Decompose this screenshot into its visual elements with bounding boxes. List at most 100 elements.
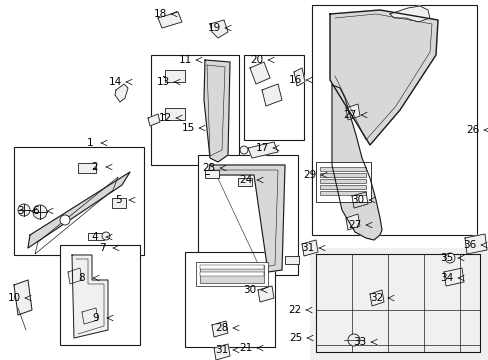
Bar	[88, 233, 104, 240]
Bar	[112, 198, 126, 208]
Text: 19: 19	[207, 23, 220, 33]
Polygon shape	[331, 85, 381, 240]
Text: 9: 9	[93, 313, 99, 323]
Polygon shape	[346, 214, 359, 230]
Text: 20: 20	[250, 55, 263, 65]
Text: 28: 28	[215, 323, 228, 333]
Text: 24: 24	[239, 175, 252, 185]
Text: 13: 13	[156, 77, 169, 87]
Text: 27: 27	[343, 110, 356, 120]
Polygon shape	[68, 268, 82, 284]
Bar	[151, 55, 239, 165]
Circle shape	[102, 232, 110, 240]
Circle shape	[18, 204, 30, 216]
Text: 26: 26	[466, 125, 479, 135]
Polygon shape	[443, 268, 463, 286]
Bar	[285, 256, 298, 264]
Text: 36: 36	[463, 240, 476, 250]
Polygon shape	[148, 114, 160, 126]
Text: 35: 35	[440, 253, 453, 263]
Bar	[204, 170, 219, 178]
Text: 2: 2	[92, 162, 98, 172]
Text: 30: 30	[351, 195, 364, 205]
Circle shape	[444, 253, 454, 263]
Circle shape	[33, 205, 47, 219]
Text: 10: 10	[7, 293, 20, 303]
Bar	[311, 5, 476, 235]
Polygon shape	[369, 290, 383, 306]
Circle shape	[60, 215, 70, 225]
Text: 14: 14	[108, 77, 122, 87]
Text: 22: 22	[288, 305, 301, 315]
Text: 32: 32	[369, 293, 383, 303]
Bar	[164, 70, 184, 82]
Text: 27: 27	[347, 220, 361, 230]
Polygon shape	[351, 192, 367, 208]
Text: 15: 15	[181, 123, 194, 133]
Text: 29: 29	[303, 170, 316, 180]
Text: 1: 1	[86, 138, 93, 148]
Polygon shape	[82, 308, 98, 324]
Bar	[196, 262, 267, 286]
Circle shape	[240, 146, 247, 154]
Text: 12: 12	[158, 113, 171, 123]
Text: 21: 21	[239, 343, 252, 353]
Bar	[315, 162, 370, 202]
Bar	[200, 272, 264, 276]
Bar	[319, 191, 365, 195]
Polygon shape	[209, 20, 227, 38]
Bar	[244, 55, 304, 140]
Polygon shape	[72, 255, 108, 338]
Text: 31: 31	[301, 243, 314, 253]
Polygon shape	[212, 321, 227, 337]
Bar	[238, 178, 251, 186]
Text: 4: 4	[92, 232, 98, 242]
Polygon shape	[249, 62, 269, 84]
Bar	[200, 265, 264, 269]
Bar	[200, 265, 264, 283]
Text: 31: 31	[215, 345, 228, 355]
Bar	[319, 173, 365, 177]
Bar	[319, 179, 365, 183]
Text: 30: 30	[243, 285, 256, 295]
Text: 18: 18	[153, 9, 166, 19]
Bar	[198, 155, 297, 275]
Bar	[78, 163, 96, 173]
Polygon shape	[158, 12, 182, 28]
Polygon shape	[389, 6, 429, 22]
Text: 5: 5	[115, 195, 121, 205]
Polygon shape	[247, 142, 278, 158]
Polygon shape	[302, 240, 317, 256]
Bar	[311, 155, 376, 220]
Polygon shape	[214, 344, 229, 360]
Circle shape	[347, 334, 359, 346]
Polygon shape	[203, 60, 229, 162]
Polygon shape	[329, 10, 437, 145]
Bar	[319, 185, 365, 189]
Polygon shape	[115, 84, 128, 102]
Text: 8: 8	[79, 273, 85, 283]
Polygon shape	[14, 280, 32, 315]
Text: 17: 17	[255, 143, 268, 153]
Polygon shape	[293, 68, 305, 86]
Text: 34: 34	[440, 273, 453, 283]
Text: 33: 33	[353, 337, 366, 347]
Bar	[184, 252, 274, 347]
Polygon shape	[464, 234, 486, 254]
Text: 25: 25	[289, 333, 302, 343]
Bar	[14, 147, 143, 255]
Polygon shape	[346, 104, 359, 120]
Bar	[319, 167, 365, 171]
Polygon shape	[207, 165, 285, 272]
Polygon shape	[258, 286, 273, 302]
Bar	[164, 108, 184, 120]
Bar	[60, 245, 140, 345]
Polygon shape	[262, 84, 282, 106]
Polygon shape	[309, 248, 488, 360]
Text: 16: 16	[288, 75, 301, 85]
Text: 6: 6	[33, 206, 39, 216]
Text: 23: 23	[202, 163, 215, 173]
Polygon shape	[28, 172, 130, 248]
Text: 7: 7	[99, 243, 105, 253]
Text: 11: 11	[178, 55, 191, 65]
